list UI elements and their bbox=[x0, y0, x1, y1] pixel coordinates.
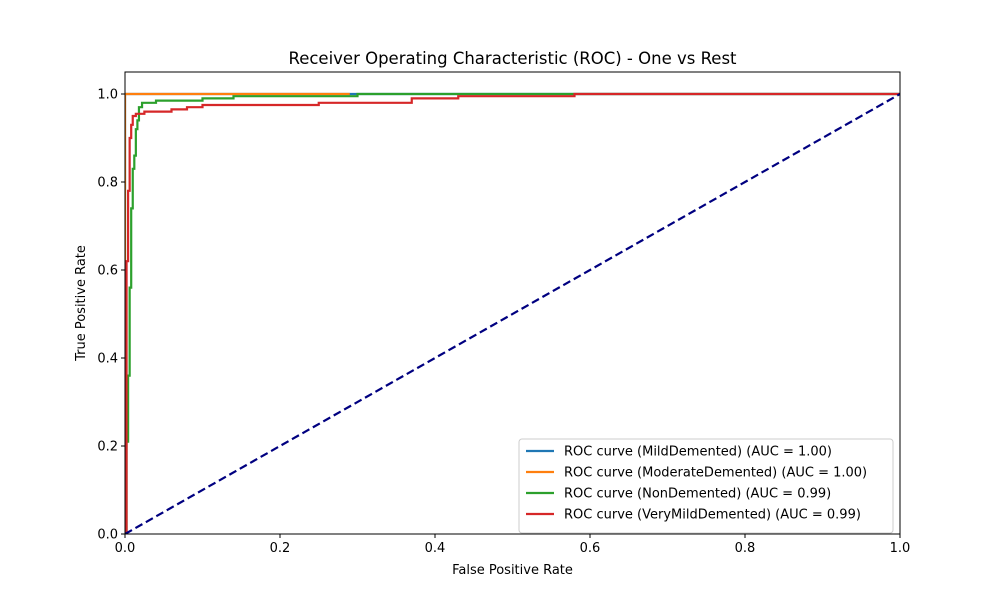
chart-title: Receiver Operating Characteristic (ROC) … bbox=[288, 49, 737, 68]
x-tick-label: 0.4 bbox=[425, 541, 446, 556]
roc-series-line-3 bbox=[125, 92, 900, 534]
x-axis: 0.0 0.2 0.4 0.6 0.8 1.0 bbox=[115, 534, 911, 556]
roc-series-line-2 bbox=[125, 92, 900, 534]
y-axis-label: True Positive Rate bbox=[74, 245, 89, 362]
legend: ROC curve (MildDemented) (AUC = 1.00) ROC… bbox=[518, 438, 894, 534]
legend-entry-label-1: ROC curve (ModerateDemented) (AUC = 1.00… bbox=[564, 466, 867, 481]
legend-frame bbox=[518, 438, 894, 534]
x-axis-label: False Positive Rate bbox=[452, 563, 573, 578]
y-tick-label: 1.0 bbox=[97, 88, 118, 103]
y-tick-label: 0.4 bbox=[97, 352, 118, 367]
x-tick-label: 0.8 bbox=[735, 541, 756, 556]
y-tick-label: 0.6 bbox=[97, 264, 118, 279]
plot-area bbox=[125, 92, 900, 534]
x-tick-label: 0.6 bbox=[580, 541, 601, 556]
x-tick-label: 1.0 bbox=[890, 541, 911, 556]
y-tick-label: 0.2 bbox=[97, 440, 118, 455]
x-tick-label: 0.0 bbox=[115, 541, 136, 556]
plot-frame bbox=[124, 71, 901, 535]
y-tick-label: 0.8 bbox=[97, 176, 118, 191]
y-axis: 0.0 0.2 0.4 0.6 0.8 1.0 bbox=[97, 88, 125, 543]
legend-entry-label-2: ROC curve (NonDemented) (AUC = 0.99) bbox=[564, 487, 831, 502]
y-tick-label: 0.0 bbox=[97, 528, 118, 543]
chance-reference-line bbox=[125, 93, 900, 534]
x-tick-label: 0.2 bbox=[270, 541, 291, 556]
legend-entry-label-3: ROC curve (VeryMildDemented) (AUC = 0.99… bbox=[564, 508, 861, 523]
roc-series-line-1 bbox=[125, 92, 350, 534]
legend-entry-label-0: ROC curve (MildDemented) (AUC = 1.00) bbox=[564, 445, 832, 460]
